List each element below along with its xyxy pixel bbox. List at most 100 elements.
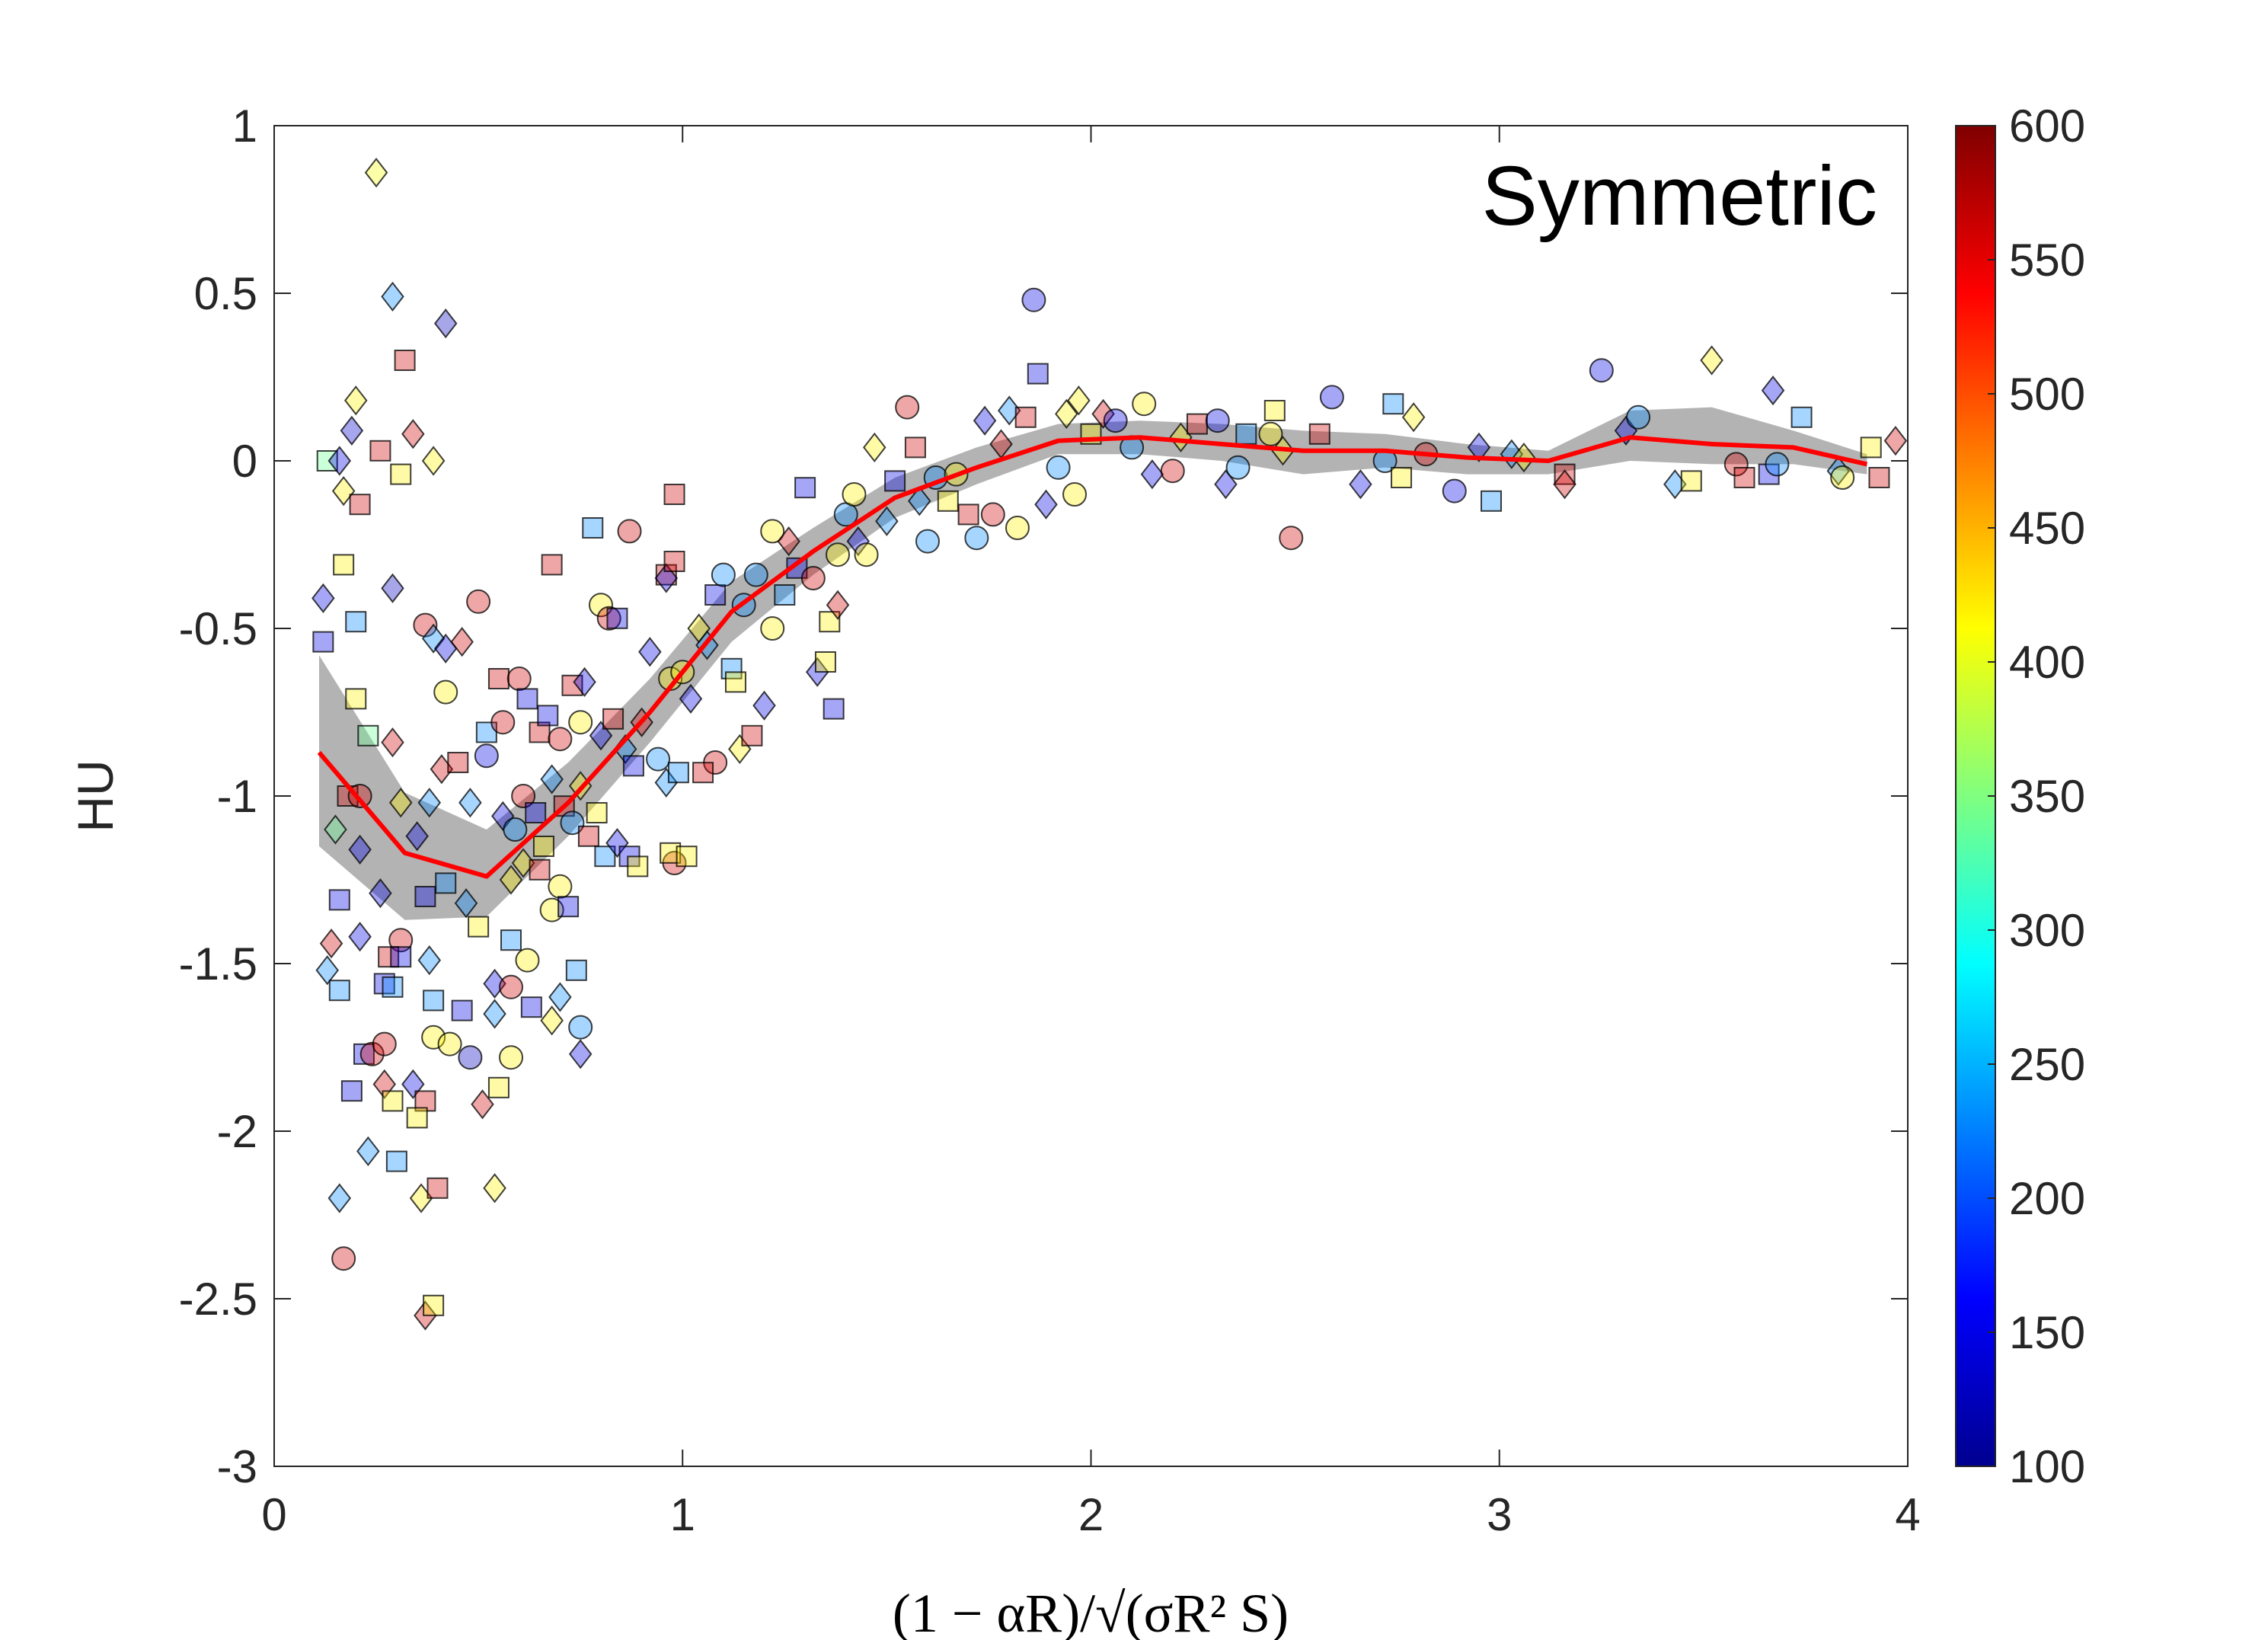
data-point-square — [385, 1150, 407, 1172]
data-point-circle — [1132, 392, 1157, 417]
colorbar-tick-label: 550 — [2009, 235, 2085, 286]
data-point-diamond — [863, 432, 886, 463]
data-point-circle — [842, 482, 867, 507]
data-point-square — [561, 674, 583, 696]
data-point-square — [627, 855, 649, 878]
data-point-square — [1860, 436, 1882, 459]
x-axis-label: (1 − αR)/√(σR² S) — [893, 1583, 1289, 1640]
y-tick-label: -1 — [217, 771, 257, 822]
data-point-diamond — [381, 573, 404, 603]
data-point-diamond — [638, 637, 662, 667]
data-point-square — [814, 651, 836, 673]
data-point-square — [378, 946, 400, 968]
data-point-diamond — [381, 281, 404, 312]
data-point-diamond — [605, 827, 629, 858]
data-point-diamond — [548, 982, 572, 1012]
data-point-diamond — [454, 888, 478, 919]
data-point-diamond — [340, 415, 364, 446]
data-point-diamond — [752, 690, 776, 721]
y-tick-label: -2 — [217, 1106, 257, 1157]
data-point-diamond — [540, 1005, 564, 1036]
data-point-square — [532, 836, 554, 857]
data-point-square — [382, 1090, 404, 1112]
data-point-square — [663, 484, 685, 505]
data-point-diamond — [1467, 432, 1491, 463]
y-tick-label: -0.5 — [179, 603, 257, 654]
data-point-circle — [743, 562, 768, 587]
data-point-square — [349, 494, 371, 516]
data-point-diamond — [654, 767, 679, 798]
data-point-square — [1733, 467, 1755, 488]
data-point-diamond — [311, 583, 335, 614]
data-point-square — [537, 705, 559, 727]
x-tick-label: 4 — [1895, 1489, 1920, 1540]
plot-annotation: Symmetric — [1482, 149, 1877, 243]
data-point-circle — [895, 395, 920, 420]
data-point-circle — [980, 502, 1005, 527]
data-point-circle — [1626, 404, 1651, 430]
data-point-circle — [511, 784, 536, 808]
data-point-diamond — [1067, 385, 1091, 416]
data-point-circle — [1225, 455, 1251, 480]
data-point-diamond — [875, 506, 899, 536]
data-point-diamond — [1055, 398, 1078, 430]
data-point-square — [529, 858, 551, 881]
data-point-square — [1868, 467, 1890, 488]
y-tick-label: 1 — [232, 101, 257, 152]
colorbar-tick-label: 250 — [2009, 1039, 2085, 1090]
data-point-square — [328, 889, 350, 911]
x-tick-labels: 0 1 2 3 4 — [261, 1489, 1920, 1540]
data-point-circle — [503, 817, 528, 842]
data-point-diamond — [1401, 402, 1426, 433]
plot-area — [273, 125, 1909, 1467]
data-point-square — [741, 724, 763, 746]
data-point-circle — [1589, 358, 1614, 383]
y-tick-label: -3 — [217, 1441, 257, 1492]
data-point-square — [1391, 467, 1413, 488]
colorbar-tick-label: 200 — [2009, 1173, 2085, 1224]
data-point-circle — [915, 529, 940, 554]
data-point-diamond — [826, 590, 850, 620]
data-point-circle — [1021, 287, 1046, 312]
data-point-diamond — [908, 486, 931, 516]
data-point-square — [525, 802, 547, 823]
colorbar: 600 550 500 450 400 350 300 250 200 150 100 — [1955, 101, 2085, 1492]
data-point-diamond — [315, 955, 339, 986]
data-point-circle — [433, 679, 458, 705]
data-point-square — [692, 762, 714, 784]
data-point-diamond — [348, 834, 372, 865]
data-point-square — [487, 1076, 510, 1098]
data-point-square — [390, 946, 412, 968]
x-tick-label: 0 — [261, 1489, 286, 1540]
data-point-square — [423, 989, 445, 1012]
data-point-circle — [760, 616, 785, 641]
confidence-band-layer — [319, 407, 1867, 920]
data-point-circle — [331, 1246, 356, 1271]
data-point-circle — [1279, 526, 1304, 551]
data-point-diamond — [846, 526, 870, 557]
data-point-diamond — [483, 999, 506, 1029]
data-point-diamond — [471, 1089, 494, 1120]
data-point-square — [345, 688, 367, 710]
data-point-circle — [515, 948, 540, 973]
data-point-diamond — [483, 1173, 506, 1204]
data-point-diamond — [369, 878, 392, 909]
data-point-square — [426, 1177, 449, 1199]
data-point-circle — [1830, 465, 1855, 490]
data-point-diamond — [568, 1039, 593, 1069]
data-point-circle — [1765, 452, 1790, 477]
y-tick-label: -1.5 — [179, 938, 257, 989]
data-point-square — [406, 1107, 428, 1129]
data-point-diamond — [327, 446, 352, 476]
data-point-circle — [372, 1031, 397, 1057]
y-axis-label: HU — [67, 759, 123, 832]
data-point-square — [704, 584, 727, 606]
data-point-square — [602, 708, 624, 730]
data-point-diamond — [417, 945, 442, 976]
data-point-square — [720, 657, 743, 679]
data-point-diamond — [433, 308, 458, 339]
data-point-diamond — [324, 814, 347, 845]
data-point-diamond — [997, 395, 1021, 426]
data-point-circle — [506, 667, 532, 691]
data-point-square — [382, 976, 404, 998]
